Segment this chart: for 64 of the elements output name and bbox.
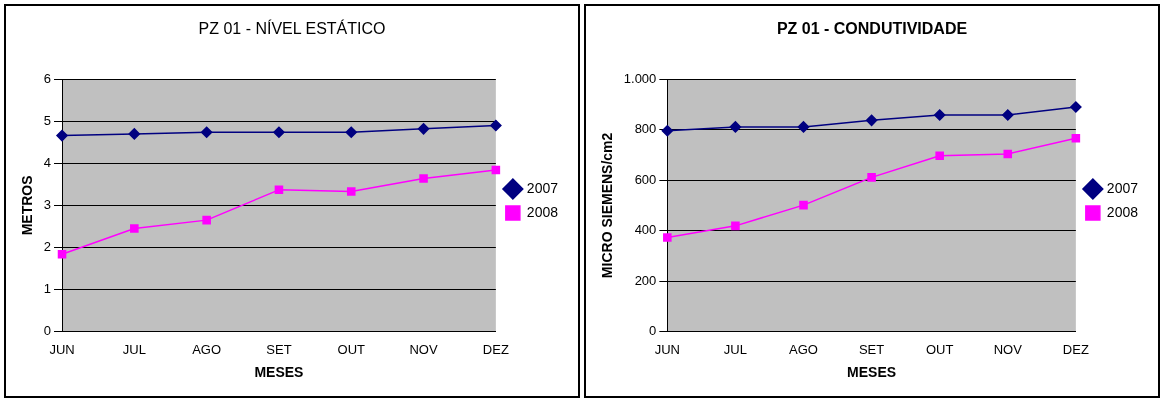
x-tick-label: OUT	[925, 341, 954, 357]
point	[56, 129, 68, 142]
point	[731, 221, 740, 231]
x-tick-label: DEZ	[1062, 341, 1089, 357]
legend-label: 2008	[1106, 203, 1139, 220]
chart-title: PZ 01 - NÍVEL ESTÁTICO	[198, 19, 386, 38]
point	[729, 121, 742, 133]
point	[130, 224, 139, 233]
point	[799, 200, 808, 210]
point	[797, 121, 810, 133]
legend-label: 2007	[1106, 179, 1139, 196]
point	[273, 126, 285, 138]
point	[417, 123, 430, 135]
x-tick-label: JUN	[654, 341, 680, 357]
point	[57, 249, 67, 259]
x-tick-label: JUL	[723, 341, 747, 357]
x-tick-label: JUL	[122, 341, 146, 357]
chart-title: PZ 01 - CONDUTIVIDADE	[776, 20, 968, 38]
point	[491, 165, 501, 175]
point	[663, 233, 672, 242]
point	[933, 109, 946, 121]
y-axis-title: METROS	[19, 175, 36, 236]
x-axis-title: MESES	[847, 364, 897, 381]
point	[274, 185, 284, 195]
y-tick-label: 2	[43, 239, 52, 255]
y-tick-label: 1	[43, 281, 52, 297]
point	[1070, 101, 1082, 113]
y-tick-label: 5	[43, 112, 52, 128]
point	[419, 174, 428, 183]
y-tick-label: 6	[43, 70, 52, 86]
y-tick-label: 200	[634, 272, 657, 288]
point	[345, 126, 357, 138]
y-axis-title: MICRO SIEMENS/cm2	[599, 132, 616, 279]
point	[867, 173, 876, 182]
x-tick-label: DEZ	[482, 341, 509, 357]
x-tick-label: JUN	[49, 341, 75, 357]
x-tick-label: NOV	[993, 341, 1023, 357]
point	[490, 119, 502, 132]
point	[200, 126, 213, 138]
y-tick-label: 0	[43, 323, 52, 339]
y-tick-label: 600	[634, 171, 657, 187]
point	[935, 151, 944, 160]
y-tick-label: 3	[43, 196, 52, 212]
x-tick-label: SET	[266, 341, 292, 357]
point	[202, 215, 211, 225]
y-tick-label: 400	[634, 222, 657, 238]
point	[346, 187, 356, 196]
y-tick-label: 800	[634, 121, 657, 137]
point	[865, 114, 878, 127]
point	[128, 128, 141, 140]
y-tick-label: 4	[43, 154, 52, 170]
x-tick-label: AGO	[192, 341, 222, 357]
y-tick-label: 0	[649, 323, 657, 339]
legend-label: 2008	[526, 203, 559, 220]
point	[1071, 133, 1081, 143]
legend-label: 2007	[526, 179, 559, 196]
x-tick-label: SET	[858, 341, 885, 357]
y-tick-label: 1.000	[623, 70, 657, 86]
x-tick-label: AGO	[789, 341, 818, 357]
x-axis-title: MESES	[254, 364, 304, 381]
x-tick-label: NOV	[409, 341, 438, 357]
point	[1002, 109, 1014, 121]
x-tick-label: OUT	[337, 341, 366, 357]
point	[1003, 149, 1013, 159]
